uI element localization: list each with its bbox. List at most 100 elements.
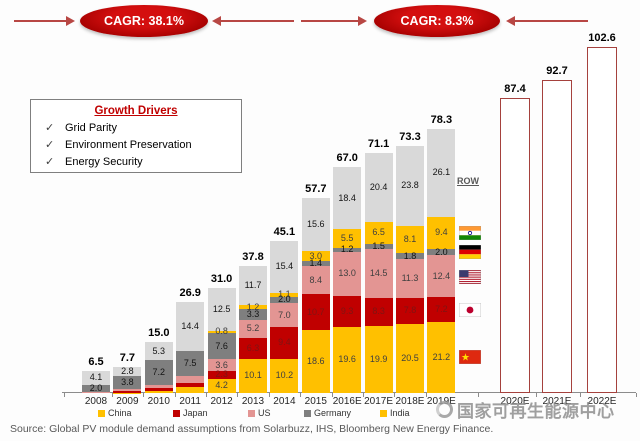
bar-segment-japan-2018E — [396, 297, 424, 324]
legend-swatch-icon — [248, 410, 255, 417]
segment-value-label: 3.0 — [309, 250, 323, 261]
bar-segment-japan-2010 — [144, 387, 173, 392]
axis-year-label: 2012 — [210, 396, 233, 407]
segment-value-label: 12.5 — [212, 304, 231, 315]
axis-year-label: 2020E — [500, 396, 530, 407]
bar-segment-japan-2011 — [176, 382, 205, 387]
legend-label: China — [108, 408, 132, 418]
axis-tick — [300, 393, 302, 397]
japan-flag — [458, 302, 482, 318]
arrow-right-icon — [358, 16, 367, 26]
segment-value-label: 3.6 — [215, 359, 228, 370]
segment-value-label: 5.5 — [340, 232, 354, 243]
bar-segment-row-2008 — [82, 371, 110, 385]
arrow-shaft — [14, 20, 66, 22]
segment-value-label: 9.4 — [435, 227, 448, 238]
segment-value-label: 23.8 — [401, 180, 419, 191]
segment-value-label: 11.3 — [401, 273, 419, 284]
axis-tick — [579, 393, 581, 397]
bar-total-label: 6.5 — [88, 356, 104, 369]
bar-segment-germany-2012 — [207, 333, 236, 359]
segment-value-label: 3.8 — [121, 377, 134, 388]
bar-total-label: 67.0 — [336, 152, 358, 165]
segment-value-label: 1.2 — [246, 301, 260, 312]
bar-total-label: 71.1 — [367, 138, 390, 151]
segment-value-label: 20.4 — [369, 182, 388, 193]
segment-value-label: 2.0 — [278, 294, 291, 305]
segment-value-label: 19.6 — [338, 354, 356, 365]
segment-value-label: 15.4 — [275, 261, 294, 272]
segment-value-label: 14.5 — [369, 267, 388, 278]
arrow-left-icon — [212, 16, 221, 26]
arrow-shaft — [515, 20, 588, 22]
growth-driver-item: ✓ Grid Parity — [45, 121, 241, 134]
legend-swatch-icon — [304, 410, 311, 417]
cagr-right-badge: CAGR: 8.3% — [374, 5, 500, 37]
bar-segment-japan-2015 — [301, 294, 330, 331]
legend-swatch-icon — [98, 410, 105, 417]
bar-total-label: 37.8 — [242, 250, 264, 263]
bar-segment-germany-2011 — [176, 350, 205, 377]
bar-total-label: 78.3 — [430, 113, 453, 126]
bar-segment-india-2019E — [427, 216, 456, 249]
segment-value-label: 7.8 — [403, 305, 417, 316]
bar-segment-japan-2009 — [113, 390, 142, 393]
legend-swatch-icon — [380, 410, 387, 417]
axis-tick — [636, 393, 637, 397]
bar-segment-japan-2008 — [82, 392, 110, 393]
segment-value-label: 9.3 — [340, 305, 354, 316]
segment-value-label: 2.0 — [89, 382, 103, 393]
bar-total-label: 31.0 — [210, 273, 233, 286]
bar-segment-row-2017E — [364, 153, 393, 223]
watermark: 国家可再生能源中心 — [436, 397, 615, 422]
segment-value-label: 5.2 — [246, 323, 260, 334]
arrow-shaft — [301, 20, 358, 22]
segment-value-label: 12.4 — [432, 270, 451, 281]
axis-year-label: 2018E — [395, 396, 425, 407]
legend-swatch-icon — [173, 410, 180, 417]
segment-value-label: 10.1 — [244, 370, 262, 381]
segment-value-label: 1.2 — [340, 244, 354, 255]
segment-value-label: 7.2 — [152, 366, 166, 377]
forecast-bar-2022E — [587, 47, 617, 393]
bar-segment-china-2013 — [239, 358, 267, 393]
watermark-logo-icon — [436, 401, 453, 418]
watermark-text: 国家可再生能源中心 — [457, 402, 615, 421]
segment-value-label: 26.1 — [432, 167, 451, 178]
legend-item-us: US — [248, 408, 271, 418]
arrow-right-icon — [66, 16, 75, 26]
bar-segment-germany-2017E — [364, 243, 393, 249]
legend-item-india: India — [380, 408, 410, 418]
source-note: Source: Global PV module demand assumpti… — [10, 423, 494, 435]
axis-tick — [394, 393, 396, 397]
axis-tick — [237, 393, 239, 397]
bar-total-label: 7.7 — [119, 352, 136, 365]
svg-text:★: ★ — [461, 353, 470, 364]
bar-segment-row-2016E — [333, 167, 362, 230]
segment-value-label: 2.8 — [121, 366, 134, 377]
segment-value-label: 4.1 — [89, 372, 103, 383]
bar-segment-us-2012 — [207, 358, 236, 372]
bar-segment-row-2009 — [113, 367, 142, 377]
segment-value-label: 1.1 — [278, 289, 291, 300]
growth-driver-label: Environment Preservation — [65, 139, 192, 151]
bar-segment-china-2016E — [333, 326, 362, 393]
check-icon: ✓ — [45, 139, 55, 151]
axis-tick — [205, 393, 207, 397]
bar-segment-japan-2019E — [427, 297, 456, 322]
bar-segment-germany-2009 — [113, 376, 142, 390]
axis-tick — [268, 393, 270, 397]
forecast-bar-2020E — [500, 98, 530, 393]
segment-value-label: 8.1 — [403, 234, 417, 245]
bar-segment-row-2015 — [301, 198, 330, 252]
bar-segment-us-2019E — [427, 255, 456, 298]
segment-value-label: 4.2 — [215, 380, 228, 391]
china-flag: ★ — [458, 349, 482, 365]
bar-segment-us-2013 — [239, 320, 267, 338]
segment-value-label: 6.3 — [246, 342, 260, 353]
bar-segment-row-2013 — [239, 265, 267, 305]
segment-value-label: 2.3 — [215, 369, 228, 380]
bar-total-label: 87.4 — [504, 83, 526, 96]
segment-value-label: 18.6 — [307, 356, 325, 367]
